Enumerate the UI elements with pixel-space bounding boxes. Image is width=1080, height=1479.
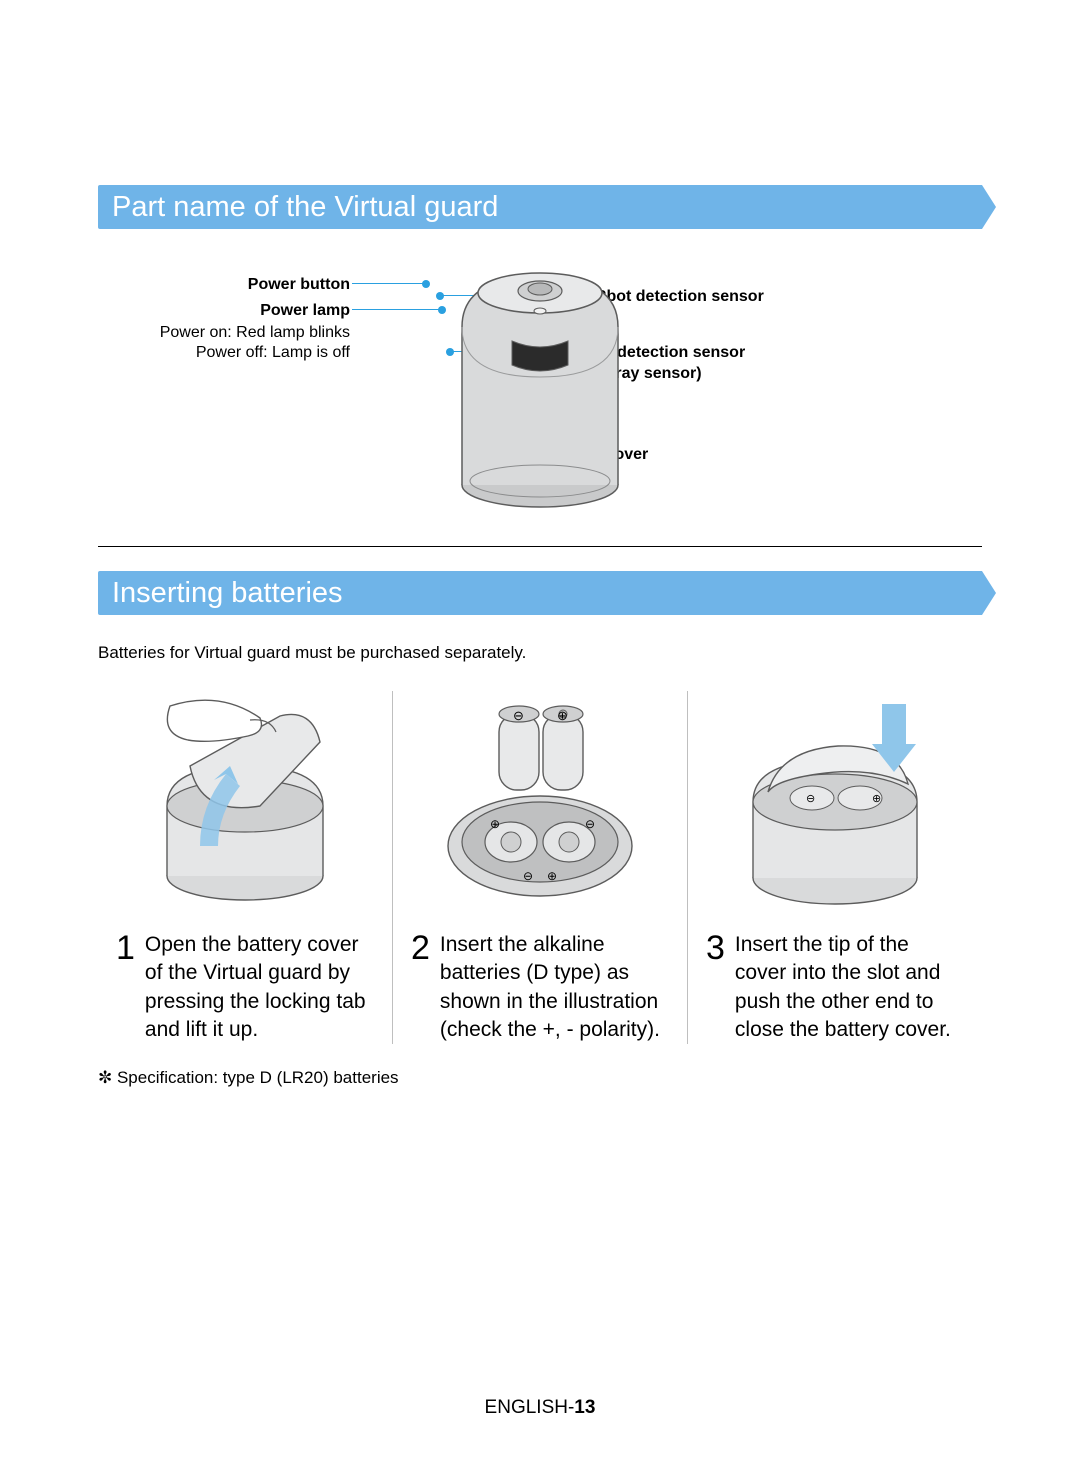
label-power-button: Power button: [248, 275, 350, 296]
step-3: ⊖ ⊕ 3 Insert the tip of the cover into t…: [687, 691, 982, 1044]
svg-text:⊕: ⊕: [547, 869, 557, 883]
label-power-lamp: Power lamp: [260, 301, 350, 322]
battery-spec-note: ✼ Specification: type D (LR20) batteries: [98, 1068, 982, 1088]
step-description: Open the battery cover of the Virtual gu…: [145, 931, 374, 1044]
virtual-guard-diagram: Power button Power lamp Power on: Red la…: [98, 257, 982, 547]
label-power-off: Power off: Lamp is off: [196, 343, 350, 364]
step-3-text: 3 Insert the tip of the cover into the s…: [706, 931, 964, 1044]
step-1: 1 Open the battery cover of the Virtual …: [98, 691, 392, 1044]
battery-steps-row: 1 Open the battery cover of the Virtual …: [98, 691, 982, 1044]
device-icon: [448, 257, 628, 517]
page-footer: ENGLISH-13: [0, 1397, 1080, 1419]
step-3-illustration: ⊖ ⊕: [706, 691, 964, 921]
svg-text:⊕: ⊕: [557, 708, 568, 723]
svg-text:⊖: ⊖: [523, 869, 533, 883]
leader-power-button: [352, 283, 426, 284]
label-power-on: Power on: Red lamp blinks: [160, 323, 350, 344]
step-number: 1: [116, 931, 135, 965]
footer-page-number: 13: [574, 1397, 595, 1418]
section-header-inserting-batteries: Inserting batteries: [98, 571, 982, 615]
step-2-text: 2 Insert the alkaline batteries (D type)…: [411, 931, 669, 1044]
step-2-illustration: ⊕ ⊖ ⊖ ⊕ ⊖ ⊕: [411, 691, 669, 921]
batteries-note: Batteries for Virtual guard must be purc…: [98, 643, 982, 663]
step-number: 3: [706, 931, 725, 965]
svg-text:⊕: ⊕: [490, 817, 500, 831]
svg-text:⊖: ⊖: [806, 793, 815, 805]
svg-text:⊖: ⊖: [585, 817, 595, 831]
section-title: Part name of the Virtual guard: [98, 185, 982, 229]
step-1-text: 1 Open the battery cover of the Virtual …: [116, 931, 374, 1044]
step-description: Insert the alkaline batteries (D type) a…: [440, 931, 669, 1044]
leader-power-lamp: [352, 309, 442, 310]
section-header-part-name: Part name of the Virtual guard: [98, 185, 982, 229]
svg-text:⊕: ⊕: [872, 793, 881, 805]
step-description: Insert the tip of the cover into the slo…: [735, 931, 964, 1044]
virtual-guard-device-illustration: [448, 257, 628, 517]
step-1-illustration: [116, 691, 374, 921]
step-2: ⊕ ⊖ ⊖ ⊕ ⊖ ⊕: [392, 691, 687, 1044]
step-number: 2: [411, 931, 430, 965]
section-title: Inserting batteries: [98, 571, 982, 615]
footer-lang: ENGLISH-: [485, 1397, 575, 1418]
svg-text:⊖: ⊖: [513, 708, 524, 723]
